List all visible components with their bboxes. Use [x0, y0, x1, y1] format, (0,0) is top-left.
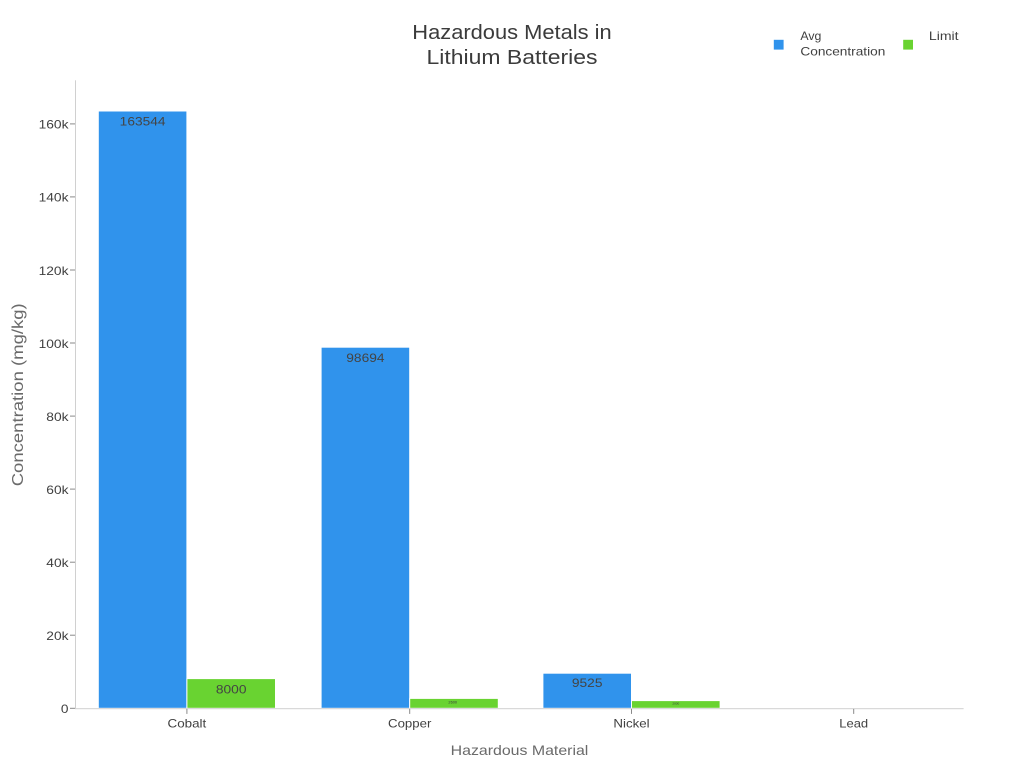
svg-text:8000: 8000	[216, 682, 247, 696]
svg-text:20k: 20k	[46, 629, 69, 643]
svg-text:40k: 40k	[46, 556, 69, 570]
svg-text:Nickel: Nickel	[613, 717, 649, 731]
svg-text:Copper: Copper	[388, 717, 431, 731]
svg-text:140k: 140k	[39, 191, 70, 205]
svg-text:163544: 163544	[120, 114, 166, 128]
svg-text:2000: 2000	[672, 701, 679, 705]
svg-text:9525: 9525	[572, 676, 603, 690]
svg-text:100k: 100k	[39, 337, 70, 351]
svg-text:60k: 60k	[46, 483, 69, 497]
svg-text:Lead: Lead	[839, 717, 868, 731]
svg-text:Avg: Avg	[800, 29, 821, 43]
svg-text:Hazardous Material: Hazardous Material	[451, 742, 589, 758]
svg-text:120k: 120k	[39, 264, 70, 278]
svg-text:Concentration: Concentration	[800, 45, 885, 59]
svg-text:2600: 2600	[448, 701, 457, 705]
svg-text:Concentration (mg/kg): Concentration (mg/kg)	[10, 303, 27, 486]
svg-text:Lithium Batteries: Lithium Batteries	[427, 47, 598, 69]
svg-text:80k: 80k	[46, 410, 69, 424]
svg-text:160k: 160k	[39, 118, 70, 132]
svg-text:0: 0	[61, 702, 69, 716]
svg-text:98694: 98694	[346, 351, 385, 365]
svg-text:Cobalt: Cobalt	[168, 717, 207, 731]
svg-text:Limit: Limit	[929, 29, 959, 43]
svg-text:Hazardous Metals in: Hazardous Metals in	[412, 22, 611, 44]
